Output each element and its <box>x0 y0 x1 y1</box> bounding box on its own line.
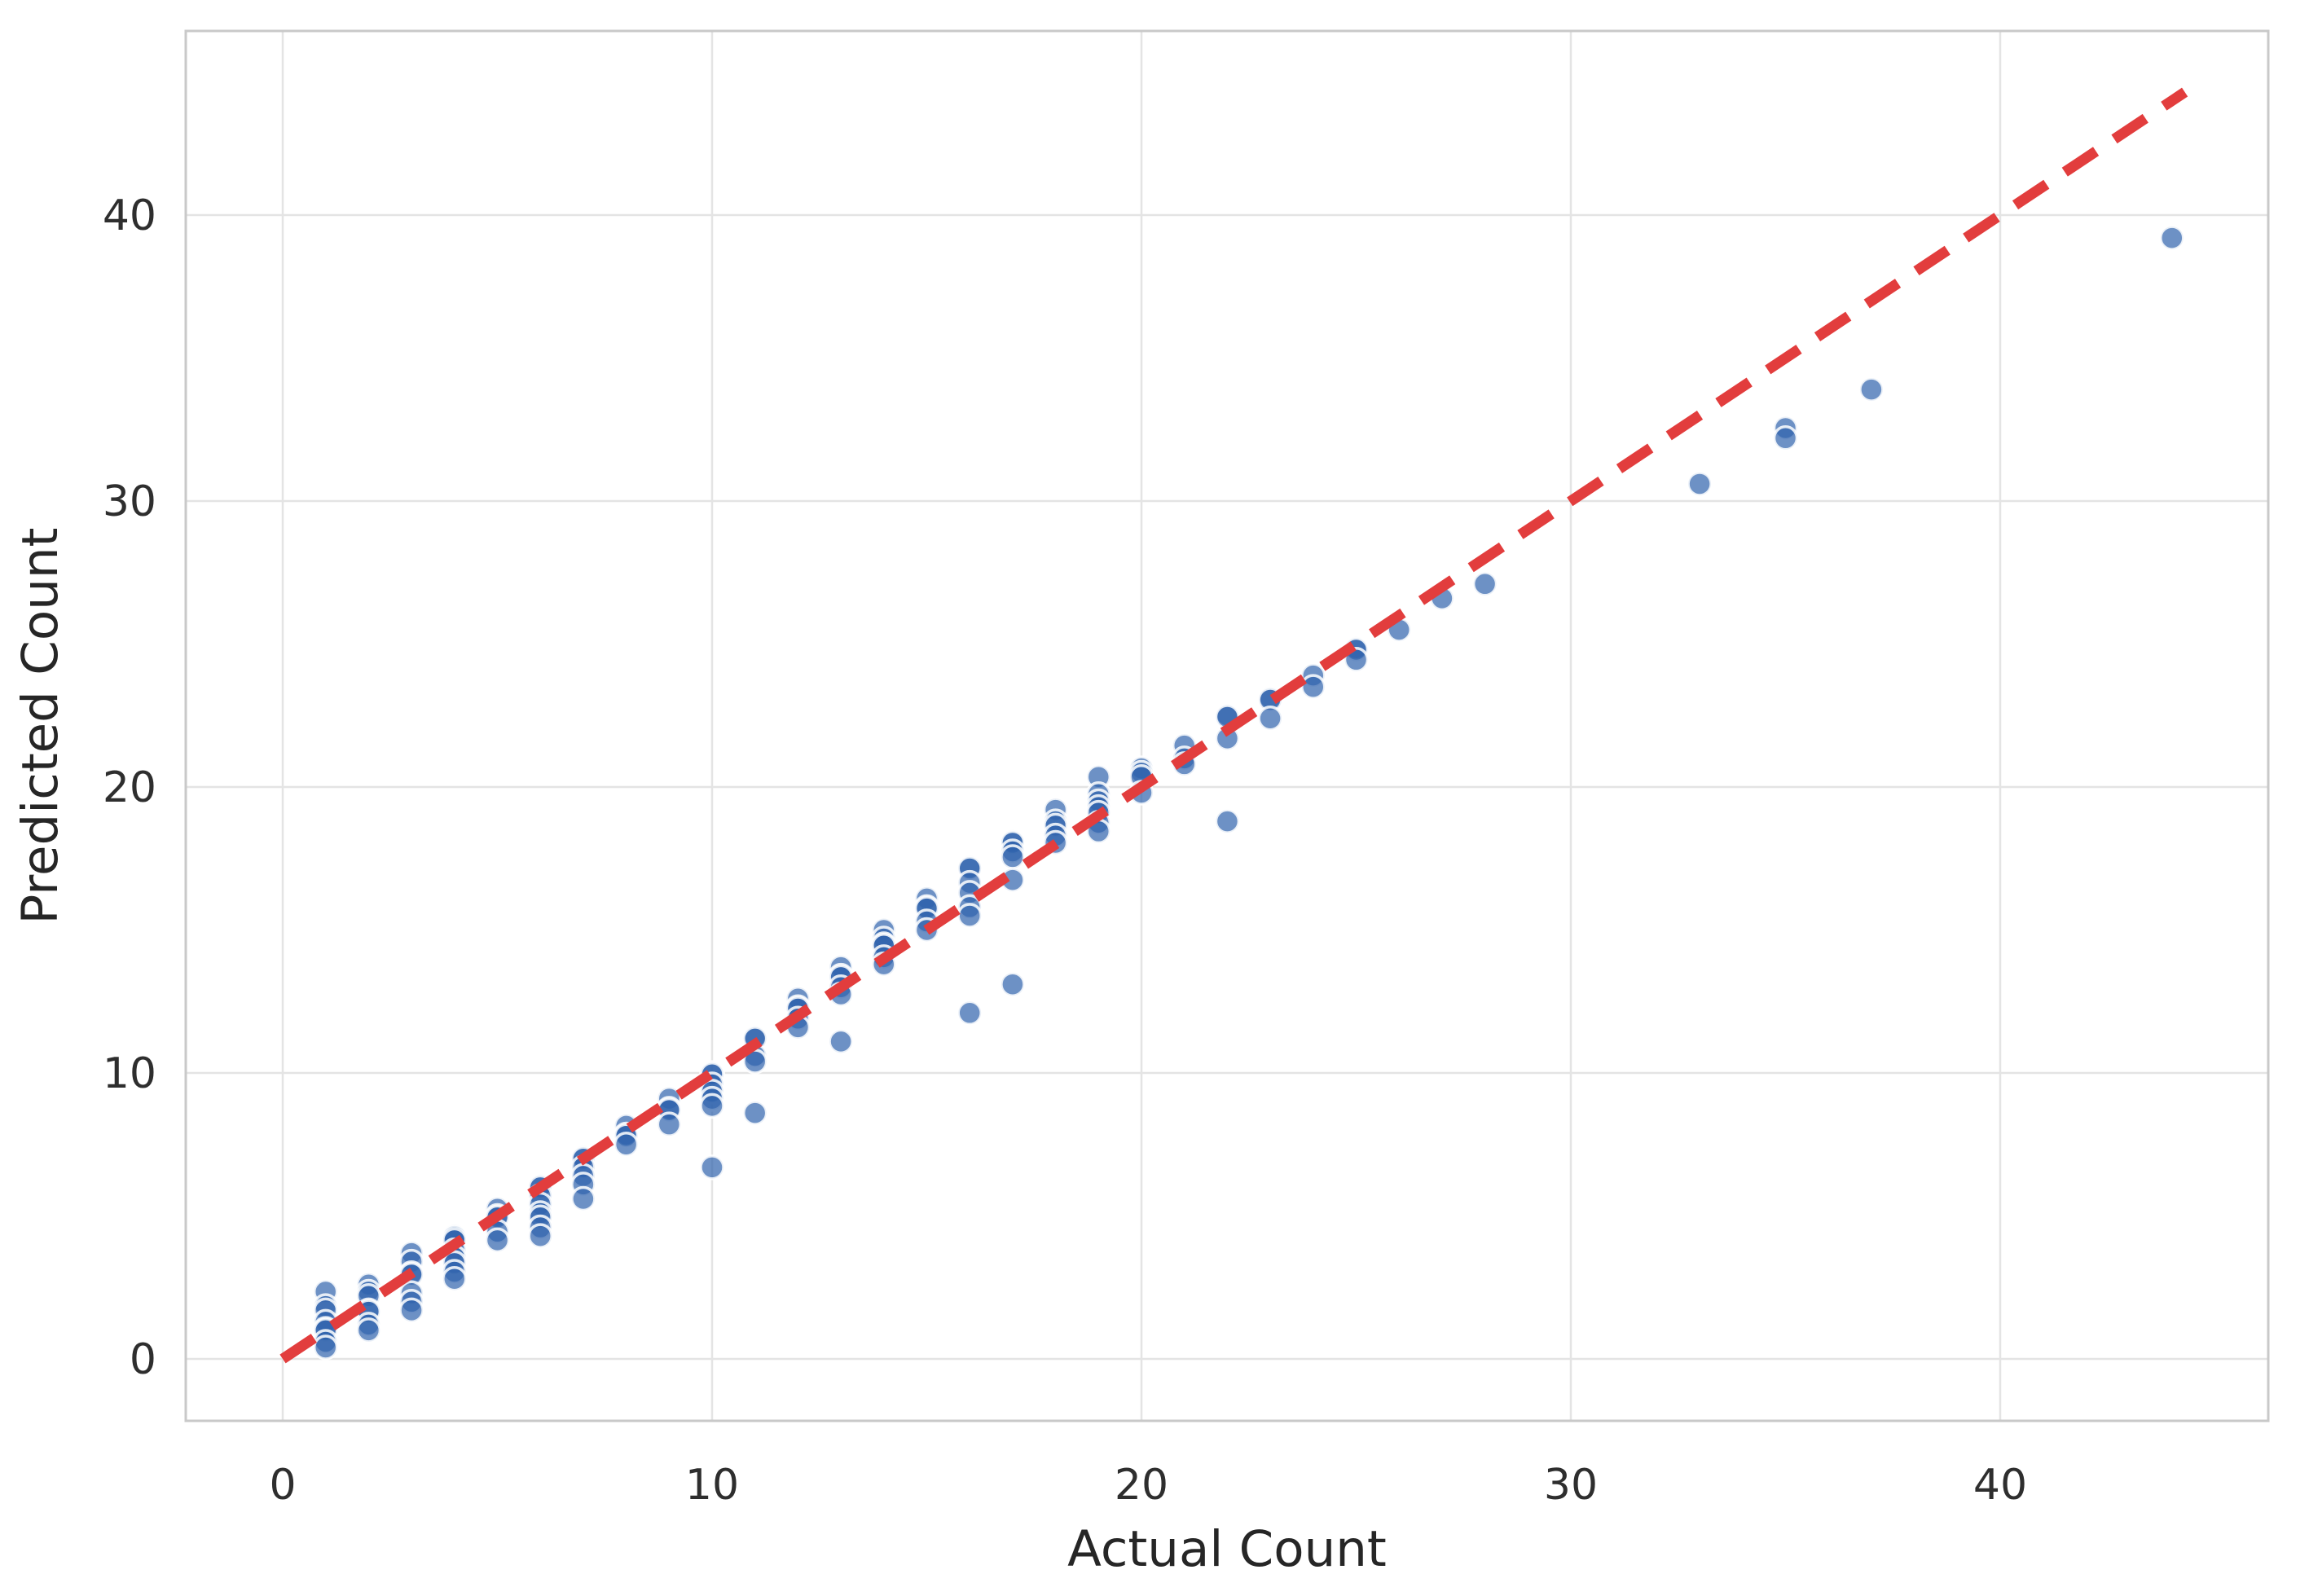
data-point <box>1000 971 1026 997</box>
x-tick-labels: 0 10 20 30 40 <box>269 1461 2027 1510</box>
data-point <box>1257 706 1283 732</box>
data-point <box>1471 571 1498 597</box>
data-point <box>1772 425 1799 451</box>
data-point <box>613 1132 640 1158</box>
data-point <box>741 1100 768 1126</box>
data-point <box>2159 225 2185 251</box>
data-point <box>1687 471 1713 497</box>
data-point <box>527 1223 553 1249</box>
x-tick-label: 0 <box>269 1461 296 1510</box>
x-tick-label: 20 <box>1115 1461 1168 1510</box>
data-point <box>699 1093 725 1119</box>
x-tick-label: 10 <box>685 1461 739 1510</box>
data-point <box>699 1154 725 1181</box>
data-point <box>1000 844 1026 870</box>
data-point <box>957 903 983 929</box>
plot-border <box>184 29 2270 1422</box>
y-tick-labels: 0 10 20 30 40 <box>103 191 156 1384</box>
y-tick-label: 10 <box>103 1049 156 1098</box>
data-point <box>442 1265 468 1292</box>
gridlines <box>186 31 2268 1421</box>
y-tick-label: 0 <box>130 1335 156 1384</box>
x-tick-label: 30 <box>1544 1461 1598 1510</box>
y-axis-label: Predicted Count <box>11 528 69 925</box>
y-tick-label: 40 <box>103 191 156 240</box>
identity-line-stroke <box>279 87 2188 1364</box>
data-point <box>398 1297 424 1324</box>
identity-line <box>279 87 2188 1364</box>
data-point <box>1858 376 1885 402</box>
data-point <box>355 1317 382 1343</box>
data-point <box>828 1028 854 1055</box>
data-point <box>656 1111 683 1137</box>
data-point <box>312 1334 339 1361</box>
x-tick-label: 40 <box>1973 1461 2027 1510</box>
data-point <box>1214 808 1241 834</box>
data-point <box>1300 674 1326 700</box>
y-tick-label: 20 <box>103 763 156 812</box>
data-point <box>957 1000 983 1027</box>
data-point <box>484 1227 511 1254</box>
y-tick-label: 30 <box>103 477 156 526</box>
x-axis-label: Actual Count <box>1067 1520 1387 1578</box>
data-point <box>570 1185 596 1212</box>
